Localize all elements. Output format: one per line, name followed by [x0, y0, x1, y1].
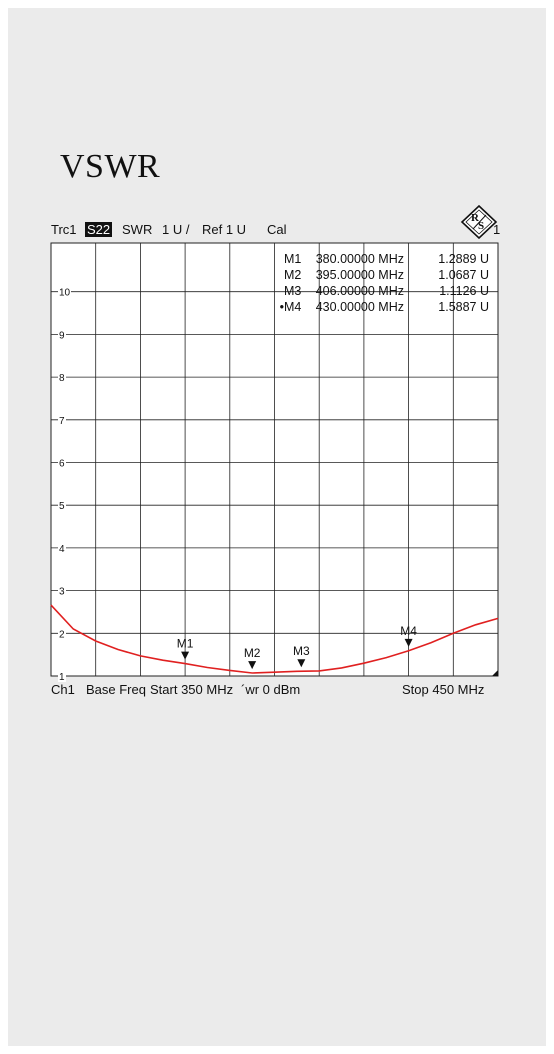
marker-active-dot: •: [280, 300, 284, 314]
channel-footer: Ch1 Base Freq Start 350 MHz ´wr 0 dBm St…: [51, 682, 498, 700]
grid: [50, 242, 499, 677]
svg-text:R: R: [471, 212, 480, 224]
y-tick-label: 2: [59, 629, 65, 640]
y-tick-label: 4: [59, 544, 65, 555]
y-tick-label: 10: [59, 288, 71, 299]
start-label: Start 350 MHz: [150, 682, 234, 697]
page-title: VSWR: [60, 148, 161, 185]
y-tick-bg: [58, 584, 66, 597]
marker-row-label: M3: [284, 284, 301, 298]
y-tick-label: 6: [59, 459, 65, 470]
marker-table: M1 380.00000 MHz 1.2889 U M2 395.00000 MHz 1.…: [280, 252, 489, 314]
marker-label-m3: M3: [293, 644, 310, 658]
cal-label: Cal: [267, 222, 287, 237]
trace-header: Trc1 S22 SWR 1 U / Ref 1 U Cal 1: [51, 222, 501, 242]
y-tick-bg: [58, 499, 66, 512]
marker-layer: M1 M2 M3 M4: [177, 624, 498, 676]
marker-label-m2: M2: [244, 646, 261, 660]
marker-triangle-m4: [404, 638, 413, 647]
scale-label: 1 U /: [162, 222, 190, 237]
y-tick-label: 1: [59, 672, 65, 683]
y-tick-bg: [58, 627, 66, 640]
y-tick-bg: [58, 328, 66, 341]
y-tick-bg: [58, 371, 66, 384]
marker-row-freq: 406.00000 MHz: [316, 284, 404, 298]
y-tick-label: 8: [59, 373, 65, 384]
marker-row-value: 1.2889 U: [438, 252, 489, 266]
y-tick-label: 9: [59, 330, 65, 341]
marker-row-freq: 430.00000 MHz: [316, 300, 404, 314]
marker-row-label: M1: [284, 252, 301, 266]
y-tick-label: 7: [59, 416, 65, 427]
stop-label: Stop 450 MHz: [402, 682, 485, 697]
y-tick-bg: [58, 670, 66, 682]
svg-text:S: S: [478, 220, 484, 232]
format-label: SWR: [122, 222, 153, 237]
trace-layer: [50, 604, 499, 674]
marker-triangle-m1: [181, 651, 190, 660]
marker-row-label: M2: [284, 268, 301, 282]
y-tick-label: 5: [59, 501, 65, 512]
marker-triangle-m2: [248, 661, 257, 670]
marker-label-m4: M4: [400, 624, 417, 638]
marker-label-m1: M1: [177, 637, 194, 651]
s-parameter-badge[interactable]: S22: [85, 222, 113, 237]
base-freq-label: Base Freq: [86, 682, 146, 697]
y-tick-bg: [58, 541, 66, 554]
marker-row-value: 1.1126 U: [439, 284, 489, 298]
marker-row-freq: 380.00000 MHz: [316, 252, 404, 266]
rohde-schwarz-logo-icon: R S: [460, 205, 498, 239]
marker-row-value: 1.0687 U: [438, 268, 489, 282]
power-label: ´wr 0 dBm: [241, 682, 301, 697]
y-tick-bg: [58, 456, 66, 469]
ref-label: Ref 1 U: [202, 222, 247, 237]
marker-row-freq: 395.00000 MHz: [316, 268, 404, 282]
trace-number: 1: [493, 222, 501, 237]
y-axis-ticks: 1 2 3 4 5 6 7 8 9 10: [58, 285, 71, 683]
trace-label: Trc1: [51, 222, 77, 237]
marker-row-label: M4: [284, 300, 301, 314]
swr-trace-line: [50, 604, 499, 674]
channel-label: Ch1: [51, 682, 75, 697]
y-tick-bg: [58, 413, 66, 426]
marker-triangle-m3: [297, 659, 306, 668]
stop-corner-indicator: [492, 670, 498, 676]
marker-row-value: 1.5887 U: [438, 300, 489, 314]
y-tick-bg: [58, 285, 71, 298]
y-tick-label: 3: [59, 587, 65, 598]
